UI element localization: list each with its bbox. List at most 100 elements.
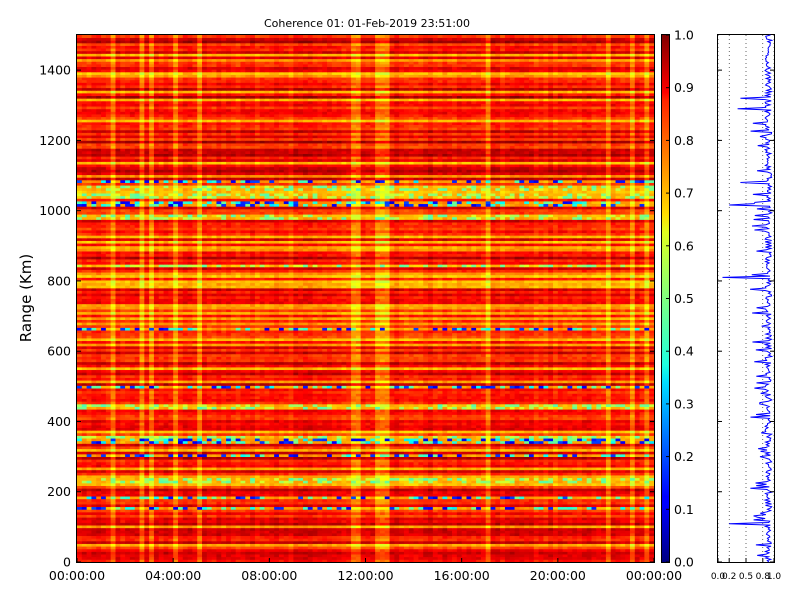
heatmap-cell	[356, 530, 361, 533]
heatmap-cell	[452, 541, 457, 544]
heatmap-cell	[327, 459, 332, 462]
heatmap-cell	[428, 530, 433, 533]
heatmap-cell	[606, 480, 611, 483]
heatmap-cell	[111, 517, 116, 520]
heatmap-cell	[255, 486, 260, 489]
heatmap-cell	[308, 488, 313, 491]
heatmap-cell	[563, 480, 568, 483]
heatmap-cell	[216, 522, 221, 525]
heatmap-cell	[197, 544, 202, 547]
heatmap-cell	[260, 544, 265, 547]
heatmap-cell	[380, 480, 385, 483]
heatmap-cell	[447, 559, 452, 562]
heatmap-cell	[226, 475, 231, 478]
heatmap-cell	[380, 465, 385, 468]
heatmap-cell	[293, 454, 298, 457]
heatmap-cell	[87, 507, 92, 510]
heatmap-cell	[77, 472, 82, 475]
heatmap-cell	[399, 528, 404, 531]
heatmap-cell	[255, 517, 260, 520]
heatmap-cell	[164, 467, 169, 470]
heatmap-cell	[620, 470, 625, 473]
heatmap-cell	[620, 454, 625, 457]
heatmap-cell	[260, 480, 265, 483]
heatmap-cell	[159, 533, 164, 536]
heatmap-cell	[567, 499, 572, 502]
heatmap-cell	[130, 557, 135, 560]
heatmap-cell	[587, 522, 592, 525]
heatmap-cell	[447, 525, 452, 528]
heatmap-cell	[601, 501, 606, 504]
heatmap-cell	[471, 459, 476, 462]
heatmap-cell	[539, 483, 544, 486]
heatmap-cell	[519, 512, 524, 515]
heatmap-cell	[245, 538, 250, 541]
heatmap-cell	[284, 536, 289, 539]
heatmap-cell	[173, 520, 178, 523]
heatmap-cell	[644, 536, 649, 539]
heatmap-cell	[101, 491, 106, 494]
heatmap-cell	[140, 533, 145, 536]
heatmap-cell	[433, 465, 438, 468]
heatmap-cell	[505, 530, 510, 533]
heatmap-cell	[534, 486, 539, 489]
heatmap-cell	[317, 488, 322, 491]
heatmap-cell	[337, 559, 342, 562]
heatmap-cell	[524, 486, 529, 489]
heatmap-cell	[447, 472, 452, 475]
heatmap-cell	[346, 551, 351, 554]
heatmap-cell	[144, 530, 149, 533]
heatmap-cell	[611, 472, 616, 475]
heatmap-cell	[385, 488, 390, 491]
heatmap-cell	[616, 491, 621, 494]
heatmap-cell	[587, 470, 592, 473]
heatmap-cell	[212, 496, 217, 499]
heatmap-cell	[390, 454, 395, 457]
heatmap-cell	[620, 559, 625, 562]
heatmap-cell	[582, 520, 587, 523]
heatmap-cell	[418, 517, 423, 520]
heatmap-cell	[250, 549, 255, 552]
heatmap-cell	[173, 538, 178, 541]
heatmap-cell	[423, 525, 428, 528]
heatmap-cell	[361, 530, 366, 533]
heatmap-cell	[399, 478, 404, 481]
heatmap-cell	[140, 451, 145, 454]
heatmap-cell	[616, 483, 621, 486]
heatmap-cell	[505, 515, 510, 518]
heatmap-cell	[515, 507, 520, 510]
heatmap-cell	[245, 530, 250, 533]
heatmap-cell	[231, 480, 236, 483]
heatmap-cell	[390, 520, 395, 523]
heatmap-cell	[322, 557, 327, 560]
heatmap-cell	[466, 522, 471, 525]
heatmap-cell	[587, 554, 592, 557]
heatmap-cell	[298, 501, 303, 504]
heatmap-cell	[466, 470, 471, 473]
heatmap-cell	[120, 528, 125, 531]
heatmap-cell	[630, 525, 635, 528]
heatmap-cell	[476, 493, 481, 496]
heatmap-cell	[572, 467, 577, 470]
heatmap-cell	[414, 551, 419, 554]
heatmap-cell	[515, 520, 520, 523]
heatmap-cell	[644, 483, 649, 486]
heatmap-cell	[447, 486, 452, 489]
heatmap-cell	[87, 509, 92, 512]
heatmap-cell	[250, 470, 255, 473]
heatmap-cell	[216, 546, 221, 549]
heatmap-cell	[125, 522, 130, 525]
heatmap-cell	[82, 515, 87, 518]
heatmap-cell	[322, 554, 327, 557]
heatmap-cell	[380, 530, 385, 533]
heatmap-cell	[399, 557, 404, 560]
heatmap-cell	[202, 457, 207, 460]
heatmap-cell	[313, 462, 318, 465]
heatmap-cell	[630, 507, 635, 510]
heatmap-cell	[428, 501, 433, 504]
heatmap-cell	[164, 504, 169, 507]
heatmap-cell	[438, 559, 443, 562]
heatmap-cell	[101, 504, 106, 507]
heatmap-cell	[125, 544, 130, 547]
heatmap-cell	[77, 475, 82, 478]
